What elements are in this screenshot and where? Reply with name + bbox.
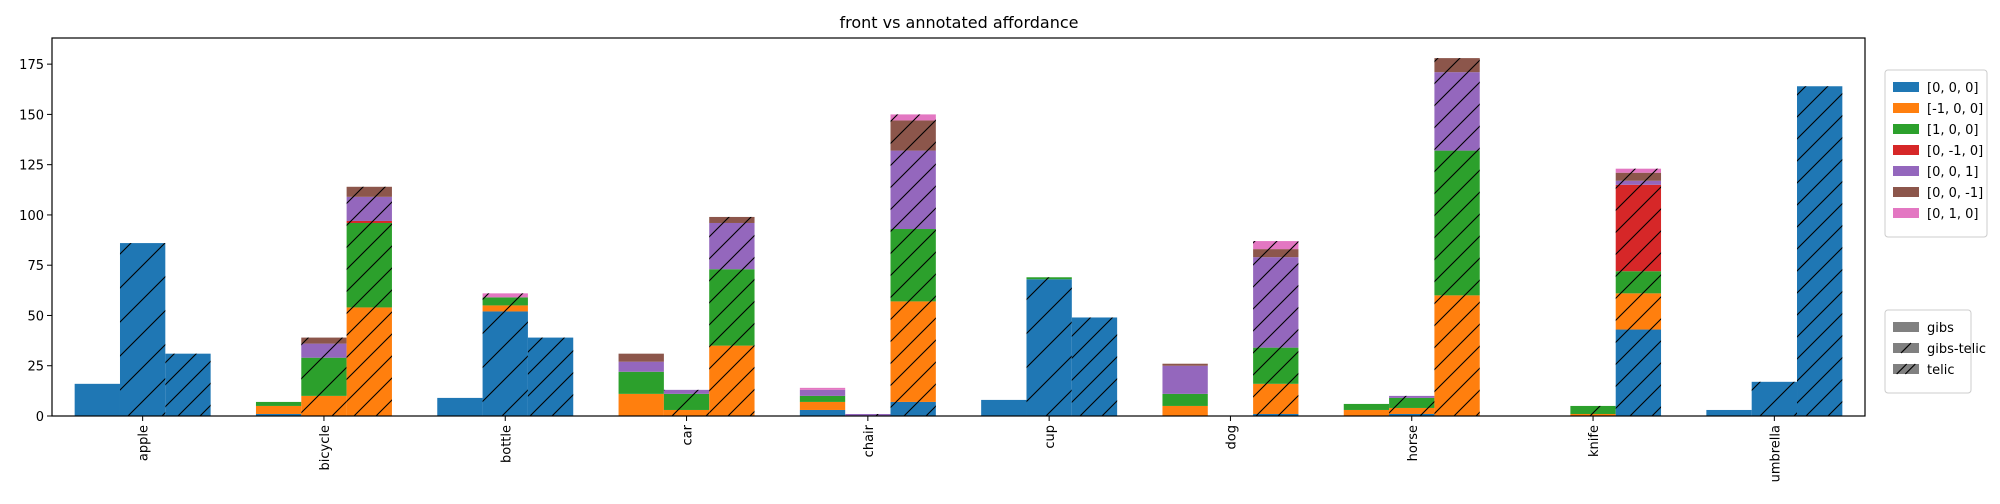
- legend-swatch: [1893, 145, 1919, 155]
- x-tick-label-dog: dog: [1224, 425, 1239, 449]
- legend-label: [0, -1, 0]: [1927, 144, 1983, 159]
- legend-label: [0, 0, 1]: [1927, 165, 1979, 180]
- bar-hatch-bottle-telic: [527, 337, 574, 416]
- y-tick-label: 175: [19, 58, 44, 73]
- bar-segment-dog-gibs-2: [1162, 393, 1208, 406]
- legend-label: [0, 0, -1]: [1927, 186, 1983, 201]
- legend-hatch-stroke: [1900, 342, 1912, 354]
- bar-hatch-bicycle-gibs-telic: [301, 337, 347, 416]
- bar-segment-bicycle-gibs-2: [255, 401, 302, 406]
- y-tick-label: 50: [27, 309, 44, 324]
- bar-segment-car-gibs-5: [618, 353, 664, 362]
- bar-segment-dog-gibs-5: [1162, 363, 1208, 366]
- legend-swatch: [1893, 364, 1919, 374]
- y-tick-label: 0: [36, 410, 44, 425]
- bar-hatch-horse-gibs-telic: [1389, 395, 1435, 416]
- plot-frame: [51, 37, 1866, 417]
- x-tick-label-horse: horse: [1406, 425, 1421, 461]
- bar-hatch-car-telic: [709, 216, 755, 416]
- y-tick-label: 150: [19, 108, 44, 123]
- bar-hatch-chair-gibs-telic: [845, 413, 891, 416]
- bar-segment-dog-gibs-1: [1162, 405, 1208, 416]
- chart-title: front vs annotated affordance: [839, 13, 1078, 32]
- bar-hatch-umbrella-gibs-telic: [1751, 381, 1798, 416]
- bar-hatch-apple-telic: [165, 353, 211, 416]
- legend-label: gibs: [1927, 321, 1954, 336]
- x-tick-label-car: car: [681, 424, 696, 445]
- legend-hatch-stroke: [1904, 363, 1916, 375]
- legend-hatch-stroke: [1896, 363, 1908, 375]
- bar-hatch-knife-gibs-telic: [1570, 405, 1616, 416]
- bar-segment-chair-gibs-6: [799, 387, 846, 390]
- bar-hatch-dog-telic: [1253, 241, 1299, 416]
- x-tick-label-bicycle: bicycle: [318, 425, 333, 470]
- bar-hatch-cup-gibs-telic: [1026, 277, 1072, 416]
- legend-swatch: [1893, 322, 1919, 332]
- x-tick-label-chair: chair: [862, 424, 877, 457]
- legend-swatch: [1893, 187, 1919, 197]
- bar-hatch-horse-telic: [1434, 58, 1480, 416]
- group-legend: gibs gibs-telic telic: [1884, 309, 1986, 394]
- bar-segment-car-gibs-1: [618, 393, 664, 416]
- legend-swatch: [1893, 208, 1919, 218]
- legend-swatch: [1893, 103, 1919, 113]
- legend-label: telic: [1927, 363, 1954, 378]
- x-tick-label-apple: apple: [137, 425, 152, 461]
- legend-label: [0, 1, 0]: [1927, 207, 1979, 222]
- bar-hatch-apple-gibs-telic: [119, 243, 166, 416]
- legend-swatch: [1893, 82, 1919, 92]
- legend-label: [0, 0, 0]: [1927, 81, 1979, 96]
- bar-segment-car-gibs-4: [618, 361, 664, 372]
- bar-segment-umbrella-gibs-0: [1706, 409, 1752, 416]
- x-tick-label-knife: knife: [1587, 425, 1602, 457]
- bar-hatch-knife-telic: [1615, 168, 1662, 416]
- bar-hatch-umbrella-telic: [1797, 86, 1843, 417]
- bar-segment-chair-gibs-4: [799, 389, 846, 396]
- x-tick-label-bottle: bottle: [499, 425, 514, 463]
- axes-layer: 0 25 50 75 100 125 150 175 apple bicycle bottle car…: [19, 37, 1866, 482]
- bar-hatch-bottle-gibs-telic: [482, 293, 528, 416]
- y-tick-label: 125: [19, 159, 44, 174]
- series-legend: [0, 0, 0] [-1, 0, 0] [1, 0, 0] [0, -1, 0] [0…: [1884, 69, 1988, 238]
- bar-segment-bottle-gibs-0: [437, 397, 483, 416]
- bar-segment-dog-gibs-4: [1162, 365, 1208, 394]
- bar-segment-chair-gibs-1: [799, 401, 846, 410]
- bar-hatch-bicycle-telic: [346, 186, 392, 416]
- bars-layer: [74, 58, 1843, 417]
- bar-hatch-cup-telic: [1071, 317, 1118, 416]
- legend-label: [-1, 0, 0]: [1927, 102, 1983, 117]
- legend-swatch: [1893, 166, 1919, 176]
- bar-segment-bicycle-gibs-1: [255, 405, 302, 414]
- legend-swatch: [1893, 124, 1919, 134]
- bar-segment-chair-gibs-0: [799, 409, 846, 416]
- y-tick-label: 75: [27, 259, 44, 274]
- bar-segment-bicycle-gibs-0: [255, 413, 302, 416]
- y-tick-label: 25: [27, 360, 44, 375]
- x-tick-label-umbrella: umbrella: [1768, 425, 1783, 482]
- legend-label: gibs-telic: [1927, 342, 1986, 357]
- bar-hatch-chair-telic: [890, 114, 936, 416]
- bar-segment-chair-gibs-2: [799, 395, 846, 402]
- bar-segment-horse-gibs-2: [1343, 403, 1390, 410]
- legend-label: [1, 0, 0]: [1927, 123, 1979, 138]
- x-tick-label-cup: cup: [1043, 425, 1058, 449]
- y-tick-label: 100: [19, 209, 44, 224]
- bar-segment-car-gibs-2: [618, 371, 664, 394]
- bar-segment-horse-gibs-1: [1343, 409, 1390, 416]
- bar-segment-apple-gibs-0: [74, 383, 120, 416]
- bar-segment-cup-gibs-0: [981, 399, 1027, 416]
- bar-hatch-car-gibs-telic: [663, 389, 710, 416]
